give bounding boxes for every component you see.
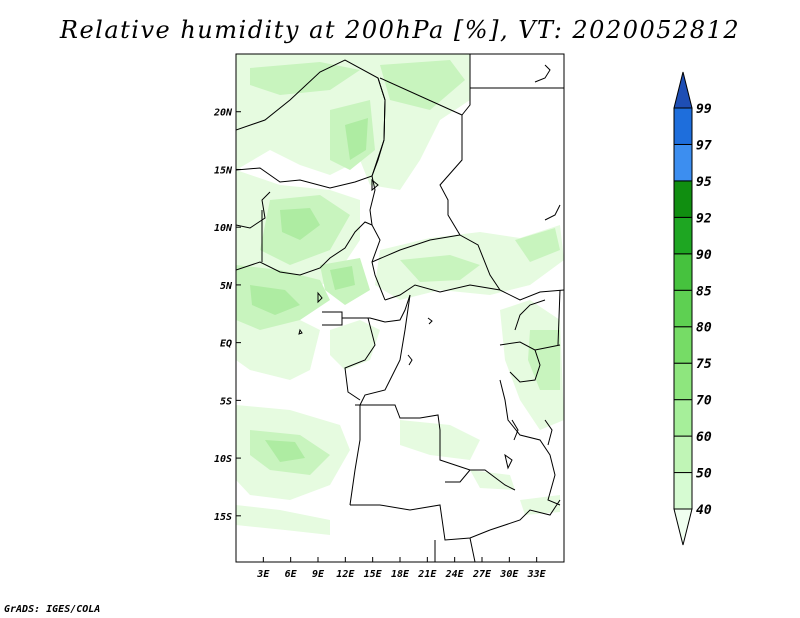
colorbar-label: 40 xyxy=(696,503,712,518)
colorbar-label: 95 xyxy=(696,175,712,190)
colorbar-label: 97 xyxy=(696,138,712,153)
lon-tick-label: 12E xyxy=(336,569,355,580)
map-title: Relative humidity at 200hPa [%], VT: 202… xyxy=(59,16,741,44)
rh-60-shading xyxy=(250,118,368,462)
colorbar-label: 50 xyxy=(696,467,712,482)
colorbar-segment xyxy=(673,326,693,364)
colorbar-label: 90 xyxy=(696,248,712,263)
lon-tick-label: 18E xyxy=(391,569,410,580)
lat-tick-label: 10S xyxy=(214,454,232,465)
colorbar-segment xyxy=(673,399,693,437)
lon-tick-label: 27E xyxy=(472,569,492,580)
country-boundaries xyxy=(236,54,564,562)
lon-tick-label: 24E xyxy=(445,569,465,580)
colorbar-label: 70 xyxy=(696,394,712,409)
humidity-field xyxy=(236,54,564,535)
lat-tick-label: 15N xyxy=(214,165,233,176)
lon-tick-label: 30E xyxy=(499,569,519,580)
colorbar: 40 50 60 70 75 80 85 90 92 95 97 99 xyxy=(673,71,712,546)
colorbar-segment xyxy=(673,435,693,474)
grads-credit: GrADS: IGES/COLA xyxy=(4,604,101,615)
latitude-axis: 20N 15N 10N 5N EQ 5S 10S 15S xyxy=(213,108,241,523)
colorbar-upper-arrow xyxy=(673,71,693,109)
colorbar-label: 92 xyxy=(696,211,712,226)
colorbar-label: 60 xyxy=(696,430,712,445)
lon-tick-label: 3E xyxy=(256,569,270,580)
lat-tick-label: 5N xyxy=(220,281,233,292)
lat-tick-label: 15S xyxy=(214,512,232,523)
colorbar-segment xyxy=(673,107,693,145)
colorbar-segment xyxy=(673,216,693,255)
colorbar-segment xyxy=(673,253,693,291)
longitude-axis: 3E 6E 9E 12E 15E 18E 21E 24E 27E 30E 33E xyxy=(256,557,547,580)
colorbar-label: 75 xyxy=(696,357,712,372)
lon-tick-label: 6E xyxy=(285,569,298,580)
lat-tick-label: 20N xyxy=(213,108,233,119)
lon-tick-label: 33E xyxy=(527,569,547,580)
colorbar-label: 85 xyxy=(696,284,712,299)
lon-tick-label: 9E xyxy=(312,569,325,580)
colorbar-segment xyxy=(673,180,693,218)
lat-tick-label: 5S xyxy=(220,396,232,407)
colorbar-label: 99 xyxy=(696,102,712,117)
lon-tick-label: 15E xyxy=(364,569,383,580)
lat-tick-label: 10N xyxy=(214,223,233,234)
lon-tick-label: 21E xyxy=(417,569,437,580)
lat-tick-label: EQ xyxy=(220,339,232,350)
colorbar-segment xyxy=(673,472,693,510)
colorbar-lower-arrow xyxy=(673,508,693,546)
colorbar-segment xyxy=(673,143,693,182)
colorbar-segment xyxy=(673,289,693,328)
colorbar-label: 80 xyxy=(696,321,712,336)
colorbar-segment xyxy=(673,362,693,401)
